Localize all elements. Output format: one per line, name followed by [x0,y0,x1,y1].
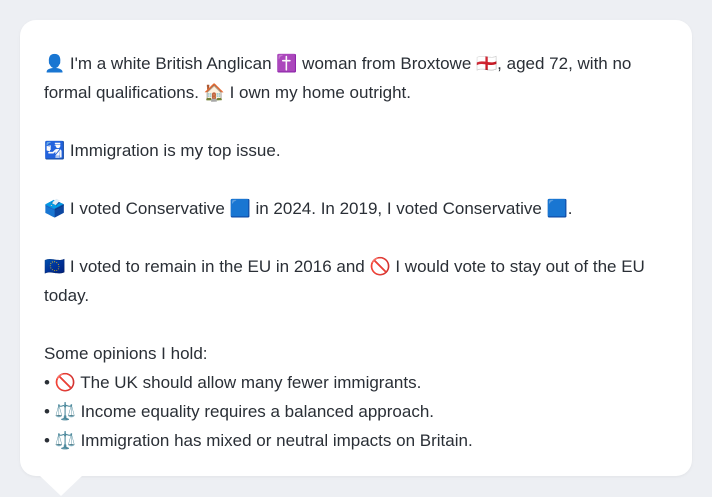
opinions-heading: Some opinions I hold: [44,344,208,363]
paragraph: 👤 I'm a white British Anglican ✝️ woman … [44,54,632,102]
opinion-item: • 🚫 The UK should allow many fewer immig… [44,373,422,392]
paragraph: 🗳️ I voted Conservative 🟦 in 2024. In 20… [44,199,573,218]
opinion-item: • ⚖️ Income equality requires a balanced… [44,402,435,421]
message-card: 👤 I'm a white British Anglican ✝️ woman … [20,20,692,476]
paragraph: 🇪🇺 I voted to remain in the EU in 2016 a… [44,257,645,305]
paragraph: 🛂 Immigration is my top issue. [44,141,281,160]
opinion-item: • ⚖️ Immigration has mixed or neutral im… [44,431,473,450]
opinions: Some opinions I hold: • 🚫 The UK should a… [44,339,668,455]
bubble-tail [40,476,82,496]
